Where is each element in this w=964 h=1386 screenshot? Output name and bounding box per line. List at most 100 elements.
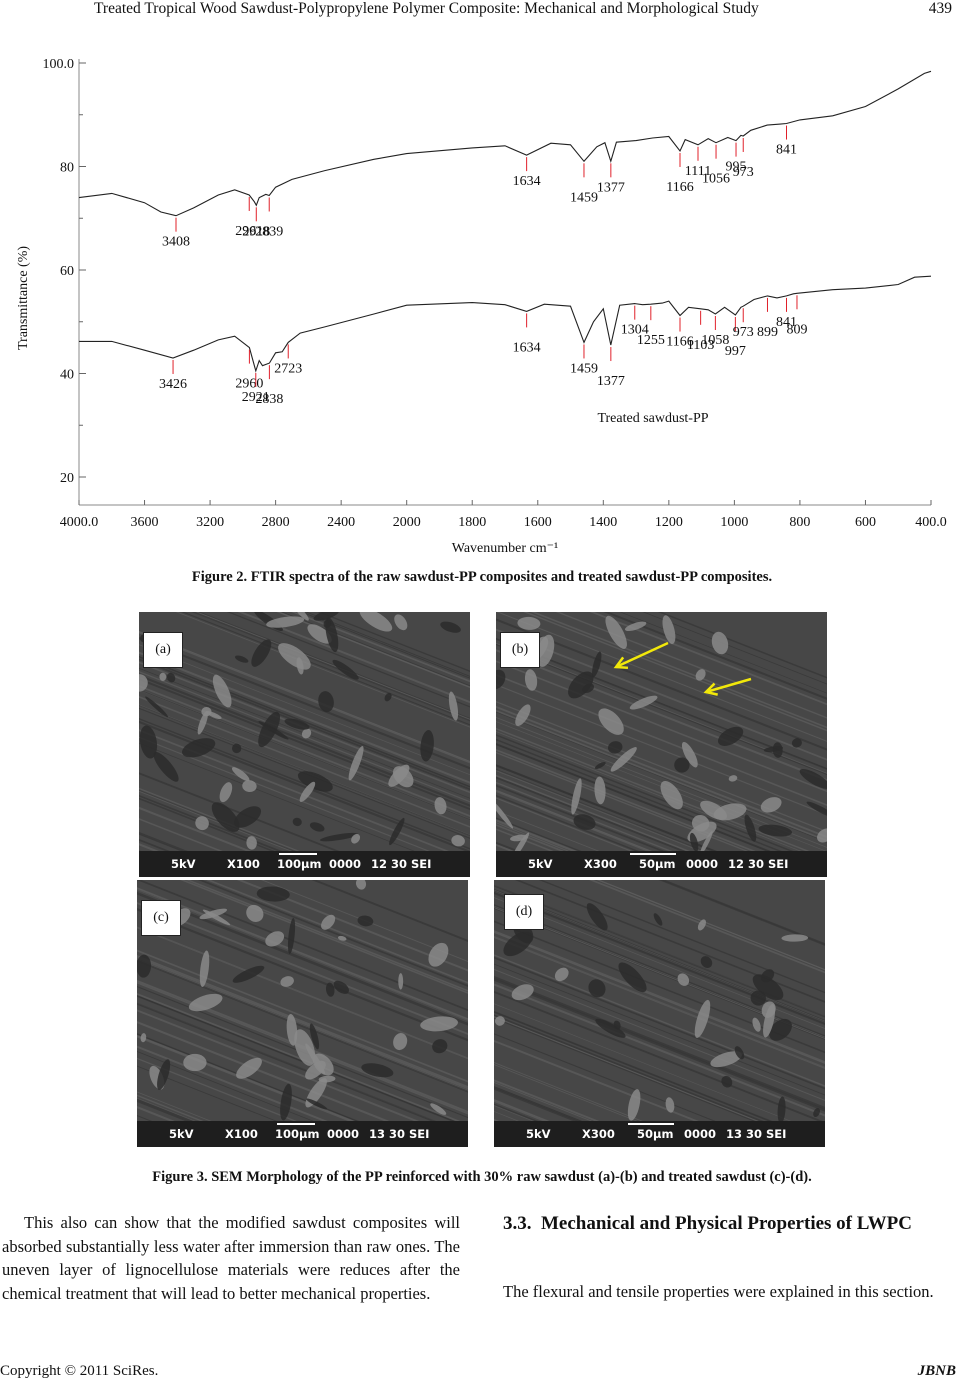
- sem-streak: [619, 612, 827, 694]
- sem-particle: [515, 704, 531, 726]
- sem-streak: [494, 935, 825, 1069]
- sem-streak: [139, 685, 470, 817]
- peak-label: 1058: [701, 333, 729, 348]
- sem-info-bar-b: 5kV X300 50μm 0000 12 30 SEI: [496, 851, 827, 877]
- sem-streak: [658, 880, 825, 946]
- sem-particle: [199, 950, 210, 988]
- sem-streak: [137, 1045, 394, 1147]
- sem-particle: [139, 725, 158, 759]
- peak-label: 2723: [274, 361, 302, 376]
- sem-particle: [430, 1103, 447, 1115]
- sem-particle: [258, 711, 281, 748]
- sem-voltage: 5kV: [171, 857, 196, 871]
- sem-particle: [287, 918, 296, 954]
- sem-particle: [145, 696, 169, 718]
- sem-streak: [588, 880, 825, 974]
- sem-particle: [717, 726, 744, 746]
- sem-streak: [596, 880, 825, 971]
- sem-particle: [280, 1083, 292, 1121]
- sem-info: 12 30 SEI: [371, 857, 432, 871]
- sem-particle: [588, 979, 606, 998]
- sem-particle: [286, 1014, 298, 1046]
- sem-particle: [321, 914, 336, 930]
- peak-label: 2918: [242, 224, 270, 239]
- sem-particle: [351, 833, 361, 844]
- sem-streak: [496, 824, 631, 877]
- sem-particle: [496, 669, 506, 690]
- sem-particle: [199, 908, 228, 920]
- sem-streak: [496, 674, 827, 806]
- sem-particle: [197, 711, 208, 735]
- sem-streak: [277, 612, 470, 688]
- sem-particle: [440, 621, 461, 633]
- sem-streak: [311, 880, 468, 942]
- sem-streak: [530, 612, 827, 729]
- sem-scale-label: 50μm: [637, 1127, 674, 1141]
- sem-particle: [332, 659, 359, 680]
- x-tick-label: 2000: [393, 515, 421, 530]
- peak-label: 1056: [702, 172, 730, 187]
- sem-streak: [496, 828, 620, 877]
- sem-scale-label: 100μm: [277, 857, 322, 871]
- sem-particle: [183, 1053, 207, 1072]
- sem-particle: [246, 904, 264, 922]
- sem-particle: [699, 831, 713, 855]
- sem-streak: [139, 818, 289, 877]
- sem-streak: [603, 612, 827, 700]
- panel-label-d: (d): [504, 894, 544, 930]
- sem-streak: [185, 880, 468, 992]
- sem-particle: [721, 1075, 733, 1088]
- sem-streak: [496, 701, 827, 833]
- sem-particle: [568, 671, 594, 699]
- sem-texture-b: [496, 612, 827, 877]
- sem-streak: [494, 1081, 659, 1147]
- peak-label: 1166: [666, 335, 693, 350]
- sem-particle: [653, 913, 663, 926]
- sem-particle: [524, 669, 538, 691]
- sem-particle: [325, 982, 335, 997]
- annotation-arrow: [705, 677, 752, 694]
- sem-particle: [752, 1017, 761, 1032]
- sem-particle: [594, 762, 606, 770]
- sem-particle: [428, 942, 449, 967]
- sem-streak: [496, 684, 827, 816]
- sem-streak: [260, 880, 468, 962]
- sem-streak: [139, 678, 470, 811]
- spectrum-line-1: [78, 70, 932, 217]
- sem-particle: [511, 984, 534, 1001]
- sem-particle: [266, 616, 305, 628]
- peak-label: 841: [776, 143, 797, 158]
- sem-particle: [319, 832, 359, 842]
- sem-particle: [307, 624, 332, 644]
- sem-info-bar-d: 5kV X300 50μm 0000 13 30 SEI: [494, 1121, 825, 1147]
- body-paragraph-right: The flexural and tensile properties were…: [503, 1282, 934, 1301]
- sem-particle: [357, 915, 374, 927]
- peak-label: 899: [757, 325, 778, 340]
- running-header: Treated Tropical Wood Sawdust-Polypropyl…: [0, 0, 964, 22]
- sem-particle: [157, 1059, 171, 1090]
- sem-streak: [514, 880, 825, 1003]
- sem-panel-c: (c) 5kV X100 100μm 0000 13 30 SEI: [137, 880, 468, 1147]
- peak-label: 1634: [513, 174, 541, 189]
- sem-streak: [661, 880, 825, 945]
- sem-streak: [494, 1099, 614, 1147]
- peak-label: 809: [786, 322, 807, 337]
- sem-streak: [496, 731, 827, 862]
- sem-particle: [140, 1033, 147, 1043]
- sem-streak: [494, 968, 825, 1101]
- footer-journal: JBNB: [917, 1363, 956, 1379]
- sem-particle: [694, 999, 711, 1038]
- sem-streak: [494, 956, 825, 1090]
- sem-particle: [510, 834, 528, 842]
- peak-label: 1459: [570, 361, 598, 376]
- sem-particle: [758, 824, 793, 837]
- sem-particle: [582, 683, 594, 694]
- sem-streak: [496, 770, 768, 877]
- sem-particle: [700, 956, 713, 968]
- sem-particle: [166, 672, 176, 683]
- sem-particle: [195, 816, 209, 831]
- sem-streak: [523, 612, 827, 732]
- sem-particle: [420, 1016, 458, 1032]
- sem-particle: [137, 954, 152, 978]
- annotation-arrowhead: [703, 682, 718, 696]
